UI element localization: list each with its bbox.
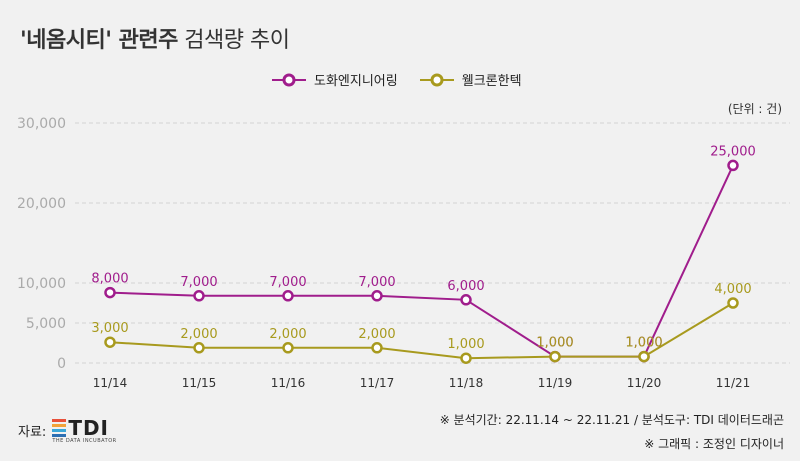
data-point: [193, 290, 205, 302]
data-label: 3,000: [91, 321, 128, 336]
legend-marker-dohwa: [272, 73, 306, 86]
legend-item-wellcron: 웰크론한텍: [419, 70, 522, 89]
y-tick-label: 20,000: [17, 196, 66, 212]
data-label: 2,000: [180, 327, 217, 342]
graphic-credit: ※ 그래픽 : 조정인 디자이너: [644, 437, 784, 451]
data-label: 2,000: [358, 327, 395, 342]
source-label: 자료:: [18, 424, 47, 440]
chart-legend: 도화엔지니어링 웰크론한텍: [272, 70, 544, 89]
data-point: [638, 350, 650, 363]
chart-title-rest: 검색량 추이: [177, 28, 290, 53]
data-point: [371, 290, 383, 302]
data-point: [282, 342, 294, 354]
data-point: [549, 350, 561, 363]
y-tick-label: 30,000: [17, 116, 66, 132]
analysis-note: ※ 분석기간: 22.11.14 ~ 22.11.21 / 분석도구: TDI …: [439, 413, 784, 427]
x-tick-label: 11/16: [271, 376, 306, 390]
data-label: 1,000: [536, 336, 573, 351]
data-label: 1,000: [447, 337, 484, 352]
data-label: 7,000: [269, 275, 306, 290]
x-tick-label: 11/17: [360, 376, 395, 390]
data-label: 7,000: [358, 275, 395, 290]
data-label: 1,000: [625, 336, 662, 351]
unit-label: (단위 : 건): [727, 102, 782, 116]
data-label: 1,000: [625, 336, 662, 351]
tdi-logo-mark-icon: [52, 419, 67, 437]
data-point: [104, 286, 116, 299]
footer-notes: ※ 분석기간: 22.11.14 ~ 22.11.21 / 분석도구: TDI …: [440, 408, 784, 456]
data-point: [727, 159, 739, 172]
data-point: [193, 342, 205, 354]
data-point: [371, 342, 383, 354]
x-tick-label: 11/21: [716, 376, 751, 390]
legend-marker-wellcron: [419, 73, 454, 86]
tdi-logo-subtext: THE DATA INCUBATOR: [52, 438, 117, 444]
data-point: [460, 294, 472, 306]
chart-title: '네옴시티' 관련주 검색량 추이: [20, 22, 290, 54]
source-block: 자료: TDI THE DATA INCUBATOR: [18, 416, 117, 444]
data-label: 1,000: [536, 336, 573, 351]
y-tick-label: 0: [57, 356, 66, 372]
legend-item-dohwa: 도화엔지니어링: [272, 70, 398, 89]
data-point: [282, 290, 294, 302]
data-point: [104, 336, 116, 348]
data-label: 6,000: [447, 279, 484, 294]
data-label: 25,000: [710, 144, 756, 159]
y-tick-label: 10,000: [17, 276, 66, 292]
x-tick-label: 11/18: [449, 376, 484, 390]
data-label: 8,000: [91, 272, 128, 287]
data-point: [727, 297, 739, 309]
legend-label-dohwa: 도화엔지니어링: [314, 74, 398, 89]
data-label: 4,000: [714, 282, 751, 297]
tdi-logo: TDI THE DATA INCUBATOR: [52, 416, 116, 444]
data-point: [460, 352, 472, 364]
data-label: 2,000: [269, 327, 306, 342]
tdi-logo-text: TDI: [68, 416, 109, 440]
chart-title-main: '네옴시티' 관련주: [20, 28, 178, 53]
x-tick-label: 11/15: [182, 376, 217, 390]
x-tick-label: 11/14: [93, 376, 128, 390]
y-tick-label: 5,000: [26, 316, 66, 332]
data-label: 7,000: [180, 275, 217, 290]
legend-label-wellcron: 웰크론한텍: [461, 74, 522, 89]
x-tick-label: 11/19: [538, 376, 573, 390]
series-line: [109, 302, 734, 360]
x-tick-label: 11/20: [627, 376, 662, 390]
